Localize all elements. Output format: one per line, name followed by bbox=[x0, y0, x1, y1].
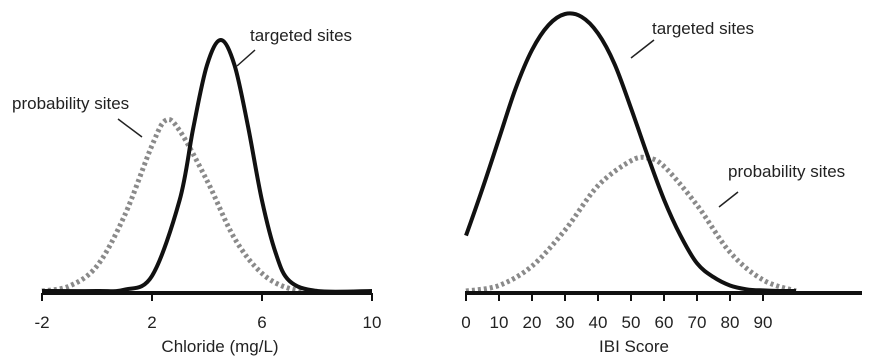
ibi-tick-label: 20 bbox=[523, 313, 542, 332]
chloride-chart: -2 2 6 10 Chloride (mg/L) targeted sites… bbox=[12, 26, 381, 356]
ibi-targeted-annotation: targeted sites bbox=[652, 19, 754, 38]
chloride-targeted-curve-group bbox=[41, 38, 373, 294]
chloride-tick-label: 2 bbox=[147, 313, 156, 332]
chloride-tick-label: -2 bbox=[34, 313, 49, 332]
chloride-probability-leader bbox=[117, 118, 143, 138]
ibi-chart: 0 10 20 30 40 50 60 70 80 90 IBI Score t… bbox=[461, 11, 862, 356]
ibi-probability-curve-group bbox=[465, 154, 797, 294]
ibi-probability-leader bbox=[718, 191, 739, 208]
ibi-tick-label: 90 bbox=[754, 313, 773, 332]
chloride-probability-annotation: probability sites bbox=[12, 94, 129, 113]
chloride-tick-label: 10 bbox=[363, 313, 382, 332]
ibi-tick-label: 30 bbox=[556, 313, 575, 332]
chloride-probability-sites-line bbox=[41, 116, 318, 294]
ibi-probability-annotation: probability sites bbox=[728, 162, 845, 181]
ibi-tick-label: 60 bbox=[655, 313, 674, 332]
chloride-probability-curve-group bbox=[41, 116, 318, 294]
ibi-targeted-curve-group bbox=[464, 11, 797, 294]
ibi-tick-label: 10 bbox=[490, 313, 509, 332]
ibi-tick-label: 50 bbox=[622, 313, 641, 332]
ibi-targeted-sites-line bbox=[464, 11, 797, 294]
chloride-tick-label: 6 bbox=[257, 313, 266, 332]
chloride-x-axis-label: Chloride (mg/L) bbox=[161, 337, 278, 356]
chloride-x-ticks bbox=[41, 293, 373, 301]
ibi-tick-label: 80 bbox=[721, 313, 740, 332]
ibi-tick-label: 0 bbox=[461, 313, 470, 332]
ibi-x-ticks bbox=[465, 293, 764, 301]
ibi-x-axis-label: IBI Score bbox=[599, 337, 669, 356]
ibi-targeted-leader bbox=[630, 39, 655, 59]
ibi-probability-sites-line bbox=[465, 154, 797, 294]
chloride-targeted-annotation: targeted sites bbox=[250, 26, 352, 45]
chloride-targeted-sites-line bbox=[41, 38, 373, 294]
ibi-tick-label: 40 bbox=[589, 313, 608, 332]
chloride-targeted-leader bbox=[236, 49, 256, 67]
ibi-tick-label: 70 bbox=[688, 313, 707, 332]
